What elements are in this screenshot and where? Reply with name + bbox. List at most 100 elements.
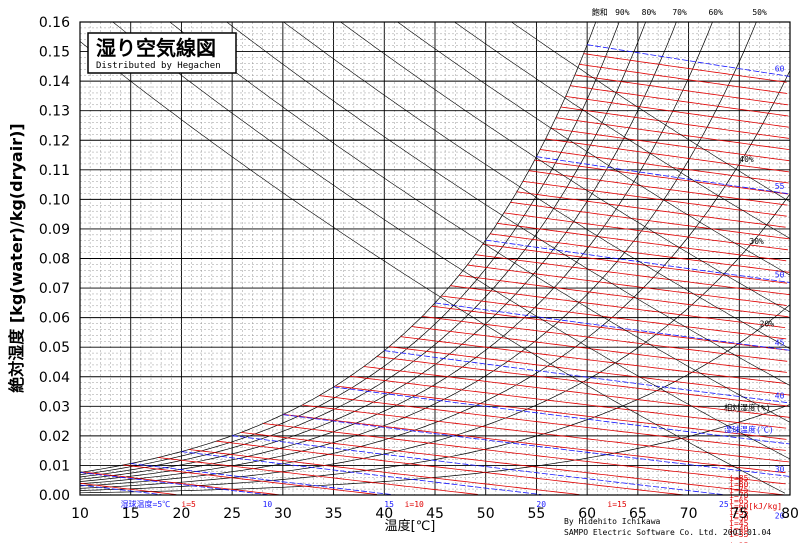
enthalpy-line: [376, 356, 788, 407]
title-box: 湿り空気線図 Distributed by Hegachen: [87, 32, 237, 74]
x-tick-label: 10: [71, 506, 89, 522]
volume-line: [397, 22, 790, 276]
enthalpy-line: [80, 482, 177, 495]
rh-label: 60%: [708, 8, 723, 17]
rh-curve: [80, 22, 757, 485]
enthalpy-label: i=50: [729, 513, 748, 522]
enthalpy-line: [497, 222, 787, 262]
rh-curve: [80, 22, 647, 478]
y-tick-label: 0.06: [39, 311, 70, 327]
wetbulb-bottom-label: 湿球温度=5℃: [121, 499, 171, 509]
enthalpy-line: [319, 395, 786, 451]
x-tick-label: 45: [426, 506, 444, 522]
enthalpy-line: [283, 413, 786, 474]
x-tick-label: 75: [730, 506, 748, 522]
enthalpy-line: [216, 440, 684, 495]
wetbulb-line: [130, 463, 395, 495]
enthalpy-label: i=55: [729, 508, 748, 517]
y-tick-label: 0.04: [39, 370, 70, 386]
wetbulb-bottom-label: 20: [536, 500, 546, 509]
enthalpy-line: [188, 449, 580, 495]
wetbulb-line: [232, 435, 725, 495]
enthalpy-label: i=40: [729, 525, 748, 534]
curves-layer: [80, 22, 790, 495]
y-tick-labels: 0.00 0.01 0.02 0.03 0.04 0.05 0.06 0.07 0.08 0.09…: [39, 15, 70, 504]
rh-label-right: 20%: [760, 320, 775, 329]
enthalpy-line: [522, 180, 787, 217]
x-tick-label: 60: [578, 506, 596, 522]
enthalpy-line: [545, 138, 790, 173]
enthalpy-line: [510, 201, 790, 240]
x-tick-label: 80: [781, 506, 799, 522]
y-tick-label: 0.09: [39, 222, 70, 238]
wetbulb-line: [536, 156, 790, 195]
enthalpy-line: [458, 275, 789, 318]
enthalpy-line: [503, 212, 788, 251]
enthalpy-line: [422, 316, 788, 362]
rh-curve: [80, 22, 713, 482]
x-tick-label: 25: [223, 506, 241, 522]
wetbulb-line: [282, 414, 790, 477]
rh-label: 70%: [672, 8, 687, 17]
x-tick-label: 40: [375, 506, 393, 522]
enthalpy-line: [363, 366, 790, 418]
wetbulb-label: 55: [775, 182, 785, 191]
enthalpy-line: [263, 423, 786, 485]
rh-label: 50%: [752, 8, 767, 17]
volume-line: [80, 41, 786, 494]
plot-frame: [79, 21, 791, 496]
rh-curve: [80, 22, 677, 480]
enthalpy-label: i=35: [729, 530, 748, 539]
volume-line: [454, 22, 790, 239]
volume-line: [283, 22, 790, 350]
wetbulb-line: [333, 386, 790, 445]
wetbulb-label: 20: [775, 512, 785, 521]
enthalpy-label: i=85: [729, 474, 748, 483]
volume-line: [511, 22, 790, 202]
chart-subtitle: Distributed by Hegachen: [96, 61, 221, 71]
wetbulb-label: 60: [775, 64, 785, 73]
enthalpy-line: [565, 96, 789, 128]
enthalpy-line: [579, 63, 788, 94]
x-tick-label: 35: [325, 506, 343, 522]
enthalpy-line: [411, 326, 787, 373]
wetbulb-legend: 湿球温度(℃): [724, 425, 774, 435]
wetbulb-line: [384, 350, 790, 404]
y-tick-label: 0.07: [39, 281, 70, 297]
enthalpy-label: i=75: [729, 485, 748, 494]
wetbulb-bottom-label: 15: [384, 500, 394, 509]
wetbulb-label: 30: [775, 465, 785, 474]
enthalpy-line: [516, 191, 786, 228]
enthalpy-line: [583, 53, 787, 83]
enthalpy-line: [441, 295, 787, 340]
enthalpy-line: [400, 336, 787, 384]
x-axis-label: 温度[℃]: [385, 518, 436, 534]
x-tick-label: 20: [173, 506, 191, 522]
enthalpy-bottom-label: i=5: [181, 500, 196, 509]
y-tick-label: 0.11: [39, 163, 70, 179]
y-tick-label: 0.10: [39, 192, 70, 208]
enthalpy-line: [570, 85, 789, 117]
chart-title: 湿り空気線図: [96, 36, 216, 60]
rh-curve: [80, 193, 790, 489]
enthalpy-line: [335, 385, 787, 440]
volume-line: [112, 22, 790, 460]
enthalpy-line: [534, 159, 789, 195]
enthalpy-line: [158, 457, 478, 495]
y-tick-label: 0.05: [39, 340, 70, 356]
enthalpy-line: [467, 264, 787, 306]
y-tick-label: 0.15: [39, 45, 70, 61]
enthalpy-line: [240, 432, 784, 495]
rh-label: 90%: [615, 8, 630, 17]
volume-line: [340, 22, 790, 313]
x-tick-label: 55: [528, 506, 546, 522]
rh-curve: [80, 22, 597, 473]
enthalpy-label: i=45: [729, 519, 748, 528]
wetbulb-label: 45: [775, 339, 785, 348]
y-tick-label: 0.00: [39, 488, 70, 504]
enthalpy-line: [431, 305, 787, 351]
enthalpy-line: [490, 233, 790, 273]
enthalpy-line: [389, 346, 790, 396]
